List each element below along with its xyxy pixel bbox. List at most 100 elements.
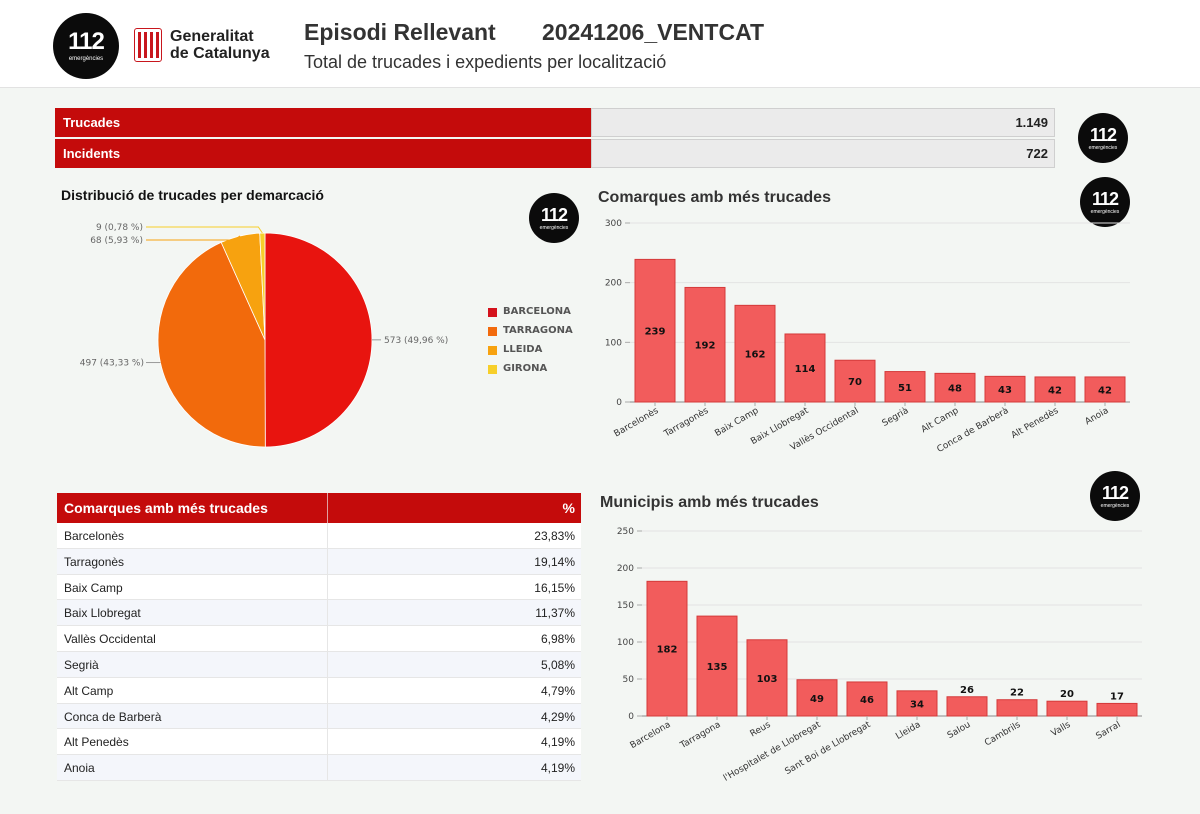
y-tick-label: 100 — [605, 338, 622, 348]
page-subtitle: Total de trucades i expedients per local… — [304, 52, 667, 72]
bar-data-label: 103 — [757, 674, 778, 685]
bar — [1084, 376, 1126, 403]
gencat-emblem-icon — [134, 28, 162, 62]
table-row: Alt Penedès 4,19% — [57, 729, 581, 756]
bar — [746, 639, 788, 717]
y-tick-label: 0 — [628, 712, 634, 722]
x-tick-label: Tarragona — [678, 720, 723, 752]
legend-label: TARRAGONA — [503, 325, 573, 336]
bar-data-label: 239 — [645, 327, 666, 338]
table-cell-comarca: Vallès Occidental — [64, 632, 156, 647]
table-row: Anoia 4,19% — [57, 755, 581, 781]
bar-data-label: 182 — [657, 645, 678, 656]
pie-slice-girona — [259, 232, 266, 341]
bar — [946, 696, 988, 717]
comarques-table: Comarques amb més trucades % Barcelonès 2… — [57, 493, 581, 781]
bar — [1096, 702, 1138, 717]
table-cell-pct: 5,08% — [540, 657, 575, 672]
bar — [646, 580, 688, 717]
bar-data-label: 17 — [1110, 691, 1124, 702]
bar-data-label: 22 — [1010, 688, 1024, 699]
bar — [846, 681, 888, 717]
table-body: Barcelonès 23,83% Tarragonès 19,14% Baix Cam… — [57, 523, 581, 781]
gencat-wordmark: Generalitat de Catalunya — [170, 28, 270, 62]
table-cell-pct: 4,79% — [540, 683, 575, 698]
summary-value: 1.149 — [591, 108, 1055, 137]
bar-data-label: 46 — [860, 695, 874, 706]
x-tick-label: Sant Boi de Llobregat — [783, 720, 872, 777]
bar-data-label: 20 — [1060, 689, 1074, 700]
logo-112-number: 112 — [540, 205, 568, 225]
table-row: Baix Llobregat 11,37% — [57, 600, 581, 627]
table-cell-pct: 16,15% — [534, 580, 575, 595]
pie-label-leader — [146, 235, 241, 241]
legend-swatch — [488, 327, 497, 336]
table-cell-comarca: Segrià — [64, 657, 99, 672]
x-tick-label: Valls — [1050, 720, 1073, 739]
y-tick-label: 100 — [617, 638, 634, 648]
pie-title: Distribució de trucades per demarcació — [61, 187, 324, 203]
table-cell-pct: 4,19% — [540, 761, 575, 776]
pie-label-tarragona: 497 (43,33 %) — [80, 359, 144, 369]
table-row: Barcelonès 23,83% — [57, 523, 581, 549]
x-tick-label: Cambrils — [983, 720, 1023, 749]
gencat-line1: Generalitat — [170, 28, 254, 45]
summary-value: 722 — [591, 139, 1055, 168]
table-row: Alt Camp 4,79% — [57, 677, 581, 704]
x-tick-label: l'Hospitalet de Llobregat — [722, 720, 823, 784]
summary-row-trucades: Trucades 1.149 — [55, 108, 1055, 137]
bar-data-label: 48 — [948, 384, 962, 395]
logo-112: 112 emergències — [53, 13, 119, 79]
summary-label: Trucades — [55, 108, 591, 137]
bar-data-label: 114 — [795, 364, 816, 375]
summary-label: Incidents — [55, 139, 591, 168]
legend-swatch — [488, 346, 497, 355]
pie-label-lleida: 68 (5,93 %) — [90, 236, 143, 246]
x-tick-label: Barcelona — [629, 720, 673, 751]
table-cell-pct: 11,37% — [535, 606, 575, 621]
y-tick-label: 250 — [617, 527, 634, 537]
y-tick-label: 150 — [617, 601, 634, 611]
logo-112-subtext: emergències — [1088, 145, 1118, 151]
bar-chart-comarques-title: Comarques amb més trucades — [598, 189, 831, 206]
table-cell-pct: 4,19% — [540, 735, 575, 750]
table-cell-pct: 23,83% — [534, 529, 575, 543]
bar-data-label: 162 — [745, 350, 766, 361]
bar-data-label: 42 — [1048, 385, 1062, 396]
legend-swatch — [488, 365, 497, 374]
legend-label: GIRONA — [503, 363, 548, 374]
pie-label-leader — [146, 226, 263, 234]
table-cell-comarca: Alt Penedès — [64, 735, 129, 750]
table-row: Tarragonès 19,14% — [57, 548, 581, 575]
x-tick-label: Reus — [749, 720, 773, 740]
summary-row-incidents: Incidents 722 — [55, 139, 1055, 168]
table-cell-comarca: Conca de Barberà — [64, 709, 162, 724]
bar-chart-municipis-title: Municipis amb més trucades — [600, 494, 819, 511]
bar — [1046, 700, 1088, 717]
table-cell-pct: 4,29% — [540, 709, 575, 724]
bar-data-label: 43 — [998, 385, 1012, 396]
logo-112-subtext: emergències — [539, 225, 569, 231]
y-tick-label: 200 — [605, 279, 622, 289]
y-tick-label: 0 — [616, 398, 622, 408]
x-tick-label: Salou — [946, 720, 973, 741]
logo-112-number: 112 — [1091, 189, 1119, 209]
table-row: Baix Camp 16,15% — [57, 574, 581, 601]
pie-label-girona: 9 (0,78 %) — [96, 223, 143, 233]
logo-112-subtext: emergències — [68, 56, 104, 62]
table-cell-comarca: Alt Camp — [64, 683, 114, 698]
y-tick-label: 50 — [623, 675, 635, 685]
x-tick-label: Sarral — [1095, 720, 1123, 742]
table-cell-comarca: Tarragonès — [64, 554, 125, 569]
logo-112-number: 112 — [68, 28, 105, 55]
logo-112-municipis: 112 emergències — [1090, 471, 1140, 521]
legend-label: LLEIDA — [503, 344, 543, 355]
bar-data-label: 51 — [898, 383, 912, 394]
episode-code: 20241206_VENTCAT — [542, 19, 765, 45]
table-row: Segrià 5,08% — [57, 651, 581, 678]
page-title: Episodi Rellevant — [304, 19, 496, 45]
table-cell-comarca: Barcelonès — [64, 529, 125, 543]
